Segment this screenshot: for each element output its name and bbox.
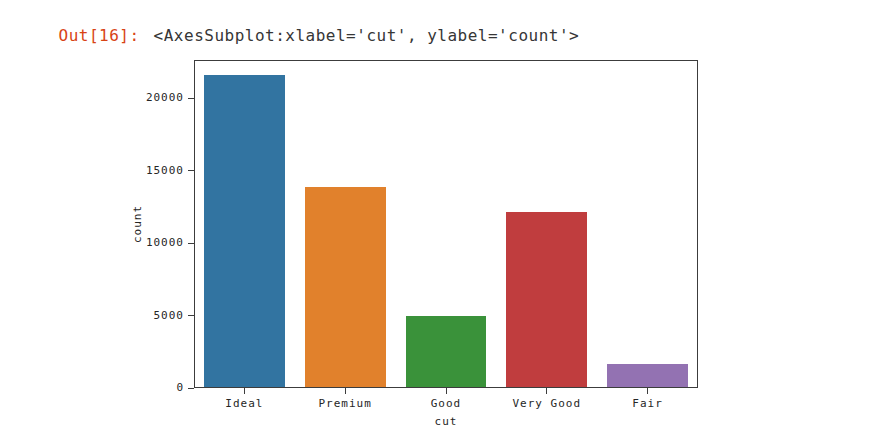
x-tick-label-fair: Fair [588, 397, 708, 410]
y-tick-mark [188, 243, 194, 244]
bar-ideal [204, 75, 285, 387]
matplotlib-figure: 05000100001500020000 IdealPremiumGoodVer… [0, 0, 892, 439]
y-axis-label: count [131, 205, 144, 243]
y-tick-mark [188, 315, 194, 316]
y-tick-label: 0 [114, 381, 184, 394]
x-tick-mark [244, 388, 245, 394]
y-tick-label: 20000 [114, 91, 184, 104]
bar-fair [607, 364, 688, 387]
plot-area [194, 60, 698, 388]
y-tick-label: 10000 [114, 236, 184, 249]
x-tick-mark [647, 388, 648, 394]
bar-premium [305, 187, 386, 387]
bar-good [406, 316, 487, 387]
y-tick-mark [188, 98, 194, 99]
y-tick-label: 15000 [114, 164, 184, 177]
bar-very-good [506, 212, 587, 387]
x-tick-mark [345, 388, 346, 394]
x-tick-mark [446, 388, 447, 394]
y-tick-mark [188, 388, 194, 389]
y-tick-mark [188, 170, 194, 171]
x-axis-label: cut [435, 415, 458, 428]
x-tick-mark [546, 388, 547, 394]
notebook-output-cell: Out[16]:<AxesSubplot:xlabel='cut', ylabe… [0, 0, 892, 439]
y-tick-label: 5000 [114, 309, 184, 322]
